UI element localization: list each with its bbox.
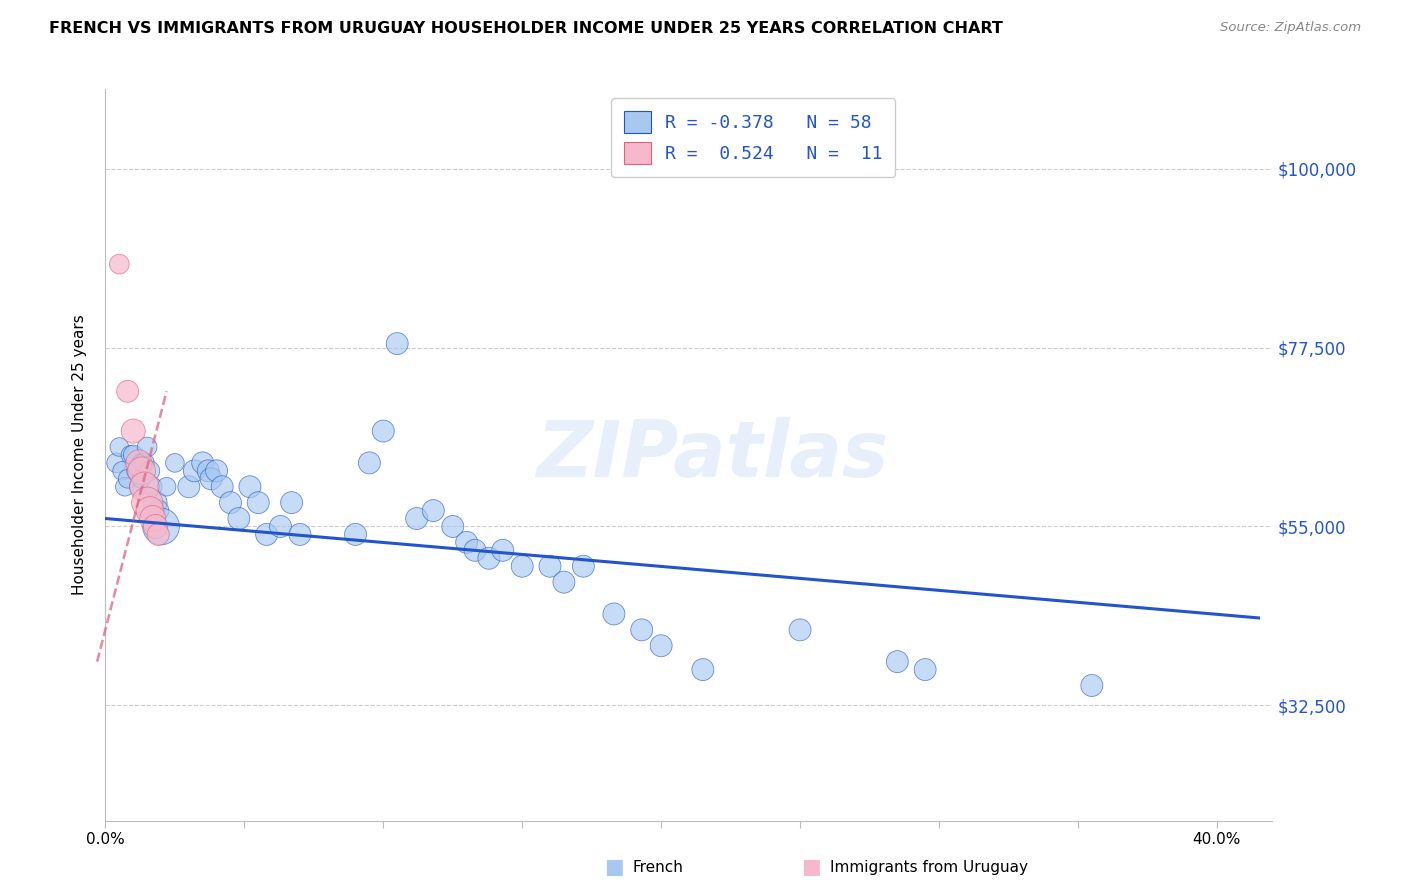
Point xyxy=(247,495,270,509)
Point xyxy=(108,440,131,454)
Point xyxy=(914,663,936,677)
Point xyxy=(128,456,150,470)
Point xyxy=(603,607,626,621)
Point xyxy=(200,472,222,486)
Point xyxy=(650,639,672,653)
Text: ■: ■ xyxy=(605,857,624,877)
Point xyxy=(134,480,156,494)
Point xyxy=(114,480,136,494)
Point xyxy=(148,503,170,517)
Point xyxy=(572,559,595,574)
Point xyxy=(1081,678,1104,692)
Point xyxy=(280,495,302,509)
Point xyxy=(163,456,186,470)
Point xyxy=(142,511,165,525)
Point xyxy=(131,464,153,478)
Point xyxy=(510,559,533,574)
Point xyxy=(422,503,444,517)
Point xyxy=(136,440,159,454)
Text: French: French xyxy=(633,860,683,874)
Point xyxy=(630,623,652,637)
Legend: R = -0.378   N = 58, R =  0.524   N =  11: R = -0.378 N = 58, R = 0.524 N = 11 xyxy=(612,98,896,177)
Point xyxy=(105,456,128,470)
Point xyxy=(886,655,908,669)
Point xyxy=(131,456,153,470)
Text: FRENCH VS IMMIGRANTS FROM URUGUAY HOUSEHOLDER INCOME UNDER 25 YEARS CORRELATION : FRENCH VS IMMIGRANTS FROM URUGUAY HOUSEH… xyxy=(49,21,1002,36)
Point xyxy=(197,464,219,478)
Point xyxy=(441,519,464,533)
Point xyxy=(256,527,278,541)
Point xyxy=(239,480,262,494)
Point xyxy=(108,257,131,271)
Point xyxy=(270,519,292,533)
Point xyxy=(359,456,381,470)
Point xyxy=(155,480,177,494)
Y-axis label: Householder Income Under 25 years: Householder Income Under 25 years xyxy=(72,315,87,595)
Point xyxy=(128,480,150,494)
Point xyxy=(288,527,311,541)
Point xyxy=(385,336,409,351)
Point xyxy=(139,464,162,478)
Point xyxy=(136,495,159,509)
Point xyxy=(131,472,153,486)
Point xyxy=(177,480,200,494)
Point xyxy=(478,551,501,566)
Point xyxy=(134,456,156,470)
Point xyxy=(148,527,170,541)
Point xyxy=(122,448,145,462)
Point xyxy=(117,472,139,486)
Point xyxy=(373,424,395,438)
Point xyxy=(120,448,142,462)
Point xyxy=(456,535,478,549)
Point xyxy=(789,623,811,637)
Text: Source: ZipAtlas.com: Source: ZipAtlas.com xyxy=(1220,21,1361,34)
Point xyxy=(692,663,714,677)
Point xyxy=(125,464,148,478)
Point xyxy=(183,464,205,478)
Point xyxy=(211,480,233,494)
Point xyxy=(150,519,173,533)
Point xyxy=(111,464,134,478)
Point xyxy=(205,464,228,478)
Point xyxy=(145,495,167,509)
Point xyxy=(538,559,561,574)
Point xyxy=(191,456,214,470)
Point xyxy=(145,519,167,533)
Text: ■: ■ xyxy=(801,857,821,877)
Text: Immigrants from Uruguay: Immigrants from Uruguay xyxy=(830,860,1028,874)
Point xyxy=(405,511,427,525)
Point xyxy=(228,511,250,525)
Point xyxy=(344,527,367,541)
Point xyxy=(142,480,165,494)
Point xyxy=(219,495,242,509)
Text: ZIPatlas: ZIPatlas xyxy=(536,417,889,493)
Point xyxy=(117,384,139,399)
Point xyxy=(139,503,162,517)
Point xyxy=(553,575,575,590)
Point xyxy=(492,543,515,558)
Point xyxy=(464,543,486,558)
Point xyxy=(122,424,145,438)
